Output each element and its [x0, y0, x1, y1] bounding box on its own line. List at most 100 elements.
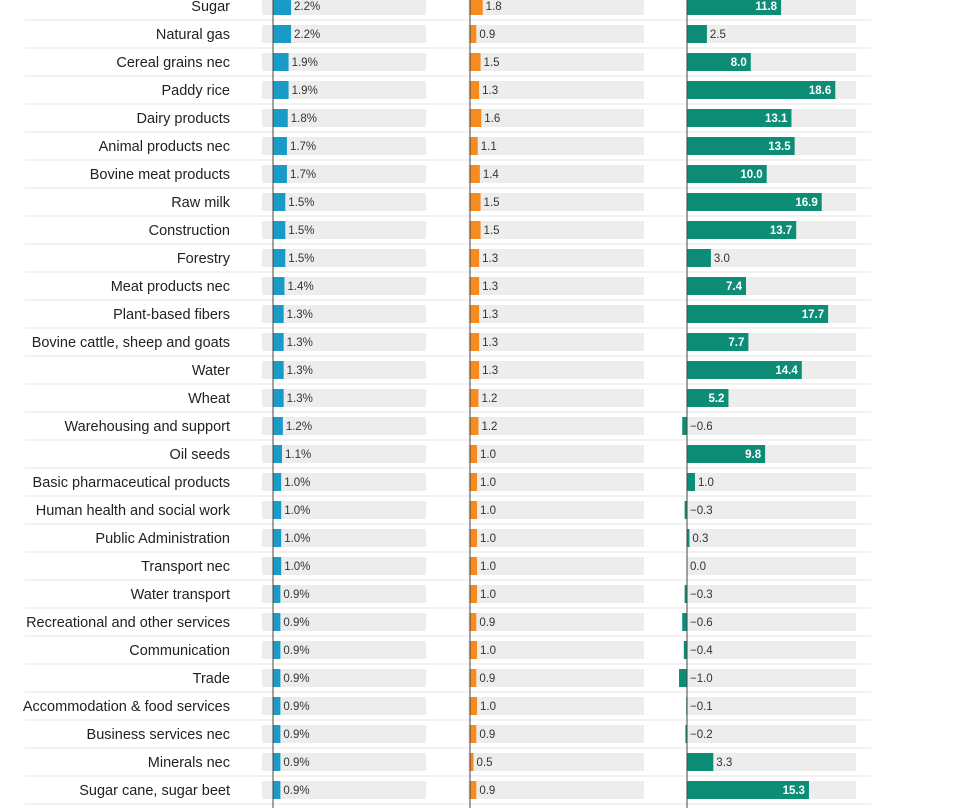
value-label: 13.5: [768, 141, 791, 153]
bar: [273, 333, 284, 351]
category-label: Construction: [149, 223, 230, 239]
value-label: 1.3%: [287, 337, 313, 349]
category-label: Paddy rice: [161, 83, 230, 99]
value-label: 3.3: [716, 757, 732, 769]
bar: [273, 417, 283, 435]
bar: [470, 725, 477, 743]
table-row: Public Administration 1.0% 1.0 0.3: [25, 529, 871, 553]
bar: [687, 0, 782, 15]
bar: [679, 669, 687, 687]
value-label: 1.5: [484, 57, 500, 69]
value-label: 1.8%: [291, 113, 317, 125]
bar-track: [468, 781, 644, 799]
bar-track: [262, 137, 426, 155]
value-label: 1.5: [484, 197, 500, 209]
value-label: 1.3: [482, 365, 498, 377]
bar: [273, 249, 286, 267]
bar: [470, 557, 478, 575]
bar: [470, 109, 482, 127]
bar: [273, 585, 281, 603]
value-label: 1.3: [482, 309, 498, 321]
bar: [273, 109, 288, 127]
bar: [273, 137, 287, 155]
bar: [470, 53, 481, 71]
bar: [687, 389, 729, 407]
table-row: Water 1.3% 1.3 14.4: [25, 361, 871, 385]
value-label: 16.9: [795, 197, 817, 209]
bar: [687, 137, 795, 155]
bar-track: [262, 669, 426, 687]
value-label: 1.9%: [292, 57, 318, 69]
table-row: Natural gas 2.2% 0.9 2.5: [25, 25, 871, 49]
value-label: −0.2: [690, 729, 713, 741]
bar-track: [687, 613, 856, 631]
table-row: Transport nec 1.0% 1.0 0.0: [25, 557, 871, 581]
bar: [687, 53, 751, 71]
bar: [470, 249, 480, 267]
value-label: 0.0: [690, 561, 706, 573]
value-label: 1.5%: [288, 225, 314, 237]
value-label: 0.9: [479, 617, 495, 629]
value-label: 17.7: [802, 309, 824, 321]
bar: [470, 361, 480, 379]
table-row: Wheat 1.3% 1.2 5.2: [25, 389, 871, 413]
bar: [687, 81, 836, 99]
bar-track: [687, 473, 856, 491]
bar: [687, 473, 695, 491]
bar: [687, 445, 766, 463]
bar-track: [262, 305, 426, 323]
bar: [273, 753, 281, 771]
table-row: Bovine cattle, sheep and goats 1.3% 1.3 7.7: [25, 333, 871, 357]
value-label: −0.3: [690, 589, 713, 601]
bar-track: [262, 557, 426, 575]
value-label: 1.2: [481, 421, 497, 433]
category-label: Sugar cane, sugar beet: [79, 783, 230, 799]
bar-track: [262, 473, 426, 491]
bar-track: [262, 753, 426, 771]
table-row: Paddy rice 1.9% 1.3 18.6: [25, 81, 871, 105]
bar-track: [687, 417, 856, 435]
value-label: 14.4: [775, 365, 798, 377]
bar: [470, 0, 483, 15]
category-label: Forestry: [177, 251, 231, 267]
table-row: Warehousing and support 1.2% 1.2 −0.6: [25, 417, 871, 441]
category-label: Basic pharmaceutical products: [33, 475, 230, 491]
value-label: 1.1: [481, 141, 497, 153]
bar: [273, 165, 287, 183]
bar-track: [468, 725, 644, 743]
value-label: 1.0: [480, 533, 496, 545]
bar: [273, 81, 289, 99]
category-label: Minerals nec: [148, 755, 230, 771]
value-label: 1.5%: [288, 197, 314, 209]
bar-track: [687, 25, 856, 43]
bar: [273, 641, 281, 659]
table-row: Minerals nec 0.9% 0.5 3.3: [25, 753, 871, 777]
category-label: Business services nec: [87, 727, 230, 743]
bar: [470, 697, 478, 715]
value-label: 1.0%: [284, 505, 310, 517]
bar: [470, 137, 478, 155]
bar-track: [687, 501, 856, 519]
bar: [273, 361, 284, 379]
value-label: 2.5: [710, 29, 726, 41]
bar-track: [687, 669, 856, 687]
bar-track: [687, 389, 856, 407]
bar: [470, 473, 478, 491]
category-label: Human health and social work: [36, 503, 231, 519]
chart-rows: Sugar 2.2% 1.8 11.8 Natural gas 2.2% 0.9 2.5 Cer…: [23, 0, 871, 805]
table-row: Forestry 1.5% 1.3 3.0: [25, 249, 871, 273]
bar: [273, 697, 281, 715]
bar-track: [687, 529, 856, 547]
bar: [687, 221, 797, 239]
value-label: 5.2: [708, 393, 724, 405]
bar: [687, 109, 792, 127]
bar: [470, 333, 480, 351]
value-label: 18.6: [809, 85, 831, 97]
value-label: 7.7: [728, 337, 744, 349]
category-label: Meat products nec: [111, 279, 230, 295]
bar: [685, 725, 687, 743]
value-label: 1.0: [480, 477, 496, 489]
table-row: Sugar cane, sugar beet 0.9% 0.9 15.3: [25, 781, 871, 805]
category-label: Wheat: [188, 391, 230, 407]
bar-track: [262, 53, 426, 71]
